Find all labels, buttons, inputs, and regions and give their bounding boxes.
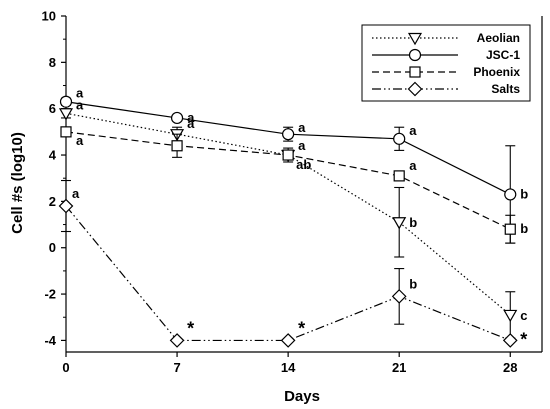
data-point [58, 198, 74, 214]
significance-label: a [76, 86, 84, 101]
x-tick-label: 7 [173, 360, 180, 375]
data-point [280, 333, 296, 348]
legend-marker [407, 81, 423, 97]
data-point [393, 132, 406, 145]
legend-label: Phoenix [473, 65, 520, 79]
significance-label: * [187, 318, 194, 338]
significance-label: a [72, 186, 80, 201]
x-tick-label: 21 [392, 360, 406, 375]
significance-label: a [298, 138, 306, 153]
y-tick-label: 6 [49, 101, 56, 116]
y-tick-label: 0 [49, 240, 56, 255]
significance-label: a [187, 116, 195, 131]
data-point [282, 149, 294, 161]
significance-label: a [76, 133, 84, 148]
y-tick-label: 8 [49, 55, 56, 70]
x-tick-label: 14 [281, 360, 296, 375]
data-point [282, 128, 295, 141]
series-phoenix: a aab [60, 126, 528, 244]
legend-label: Aeolian [477, 31, 520, 45]
data-point [392, 217, 407, 230]
y-tick-label: 4 [49, 148, 57, 163]
data-point [391, 289, 407, 304]
significance-label: a [298, 120, 306, 135]
y-tick-label: 10 [42, 9, 56, 24]
series-salts: a * * b * [58, 179, 527, 349]
legend-label: JSC-1 [486, 48, 520, 62]
significance-label: a [409, 123, 417, 138]
data-point [503, 309, 518, 323]
significance-label: * [298, 318, 305, 338]
series-line [65, 131, 511, 230]
y-axis-title: Cell #s (log10) [9, 132, 26, 234]
significance-label: * [520, 329, 527, 349]
data-point [393, 170, 405, 182]
data-point [504, 188, 517, 201]
y-tick-label: -4 [44, 333, 56, 348]
legend-label: Salts [491, 82, 520, 96]
x-tick-label: 28 [503, 360, 517, 375]
series-jsc-1: aaa ab [59, 86, 528, 244]
data-point [171, 140, 183, 152]
significance-label: a [187, 110, 195, 125]
legend-marker [407, 32, 423, 46]
legend-marker [408, 48, 422, 62]
data-point [59, 95, 73, 108]
legend: Aeolian JSC-1 Phoenix Salts [361, 24, 531, 102]
significance-label: a [76, 97, 84, 112]
series-line [65, 205, 511, 342]
significance-label: b [409, 215, 417, 230]
data-point [58, 108, 74, 121]
significance-label: ab [296, 157, 311, 172]
significance-label: c [520, 308, 527, 323]
y-tick-label: 2 [49, 194, 56, 209]
data-point [60, 126, 72, 138]
significance-label: b [409, 276, 417, 291]
series-line [65, 112, 511, 316]
data-point [504, 223, 516, 235]
data-point [169, 333, 185, 348]
significance-label: b [520, 221, 528, 236]
x-tick-label: 0 [62, 360, 69, 375]
significance-label: b [520, 186, 528, 201]
x-axis-title: Days [284, 388, 320, 405]
y-tick-label: -2 [44, 287, 56, 302]
data-point [502, 333, 518, 348]
significance-label: a [409, 158, 417, 173]
data-point [170, 111, 184, 125]
legend-box [361, 24, 531, 102]
axes: 0 7 14 21 28 -4 -2 0 2 4 6 8 10 [42, 9, 543, 375]
legend-marker [409, 66, 421, 78]
